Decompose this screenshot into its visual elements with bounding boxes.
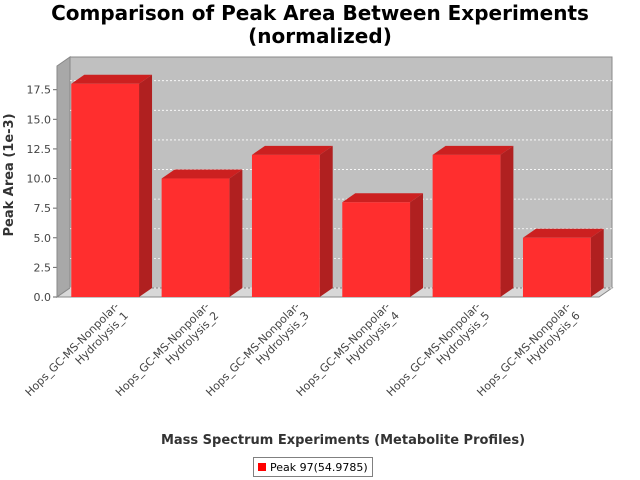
y-tick-label: 7.5 bbox=[34, 202, 52, 215]
chart-title-line-2: (normalized) bbox=[248, 24, 392, 48]
x-tick-label: Hops_GC-MS-Nonpolar-Hydrolysis_6 bbox=[474, 300, 582, 408]
x-tick-label-line: Hops_GC-MS-Nonpolar- bbox=[203, 300, 302, 399]
bar-side bbox=[139, 74, 153, 298]
bar bbox=[432, 145, 514, 297]
y-tick-label: 10.0 bbox=[27, 173, 52, 186]
bar bbox=[342, 193, 424, 297]
bar-top bbox=[71, 74, 153, 84]
bar-top bbox=[432, 145, 514, 155]
x-tick-label-line: Hops_GC-MS-Nonpolar- bbox=[113, 300, 212, 399]
legend-swatch bbox=[258, 463, 266, 471]
bar bbox=[161, 169, 243, 297]
bars bbox=[71, 74, 604, 298]
chart-title-line-1: Comparison of Peak Area Between Experime… bbox=[51, 1, 589, 25]
y-tick-label: 12.5 bbox=[27, 143, 52, 156]
legend-label: Peak 97(54.9785) bbox=[270, 460, 368, 474]
y-tick-label: 2.5 bbox=[34, 261, 52, 274]
y-axis-label: Peak Area (1e-3) bbox=[2, 113, 17, 236]
bar-top bbox=[251, 145, 333, 155]
x-axis-label: Mass Spectrum Experiments (Metabolite Pr… bbox=[161, 433, 525, 448]
y-tick-label: 0.0 bbox=[34, 291, 52, 304]
chart-title: Comparison of Peak Area Between Experime… bbox=[0, 2, 640, 48]
bar bbox=[522, 228, 604, 297]
x-axis: Hops_GC-MS-Nonpolar-Hydrolysis_1Hops_GC-… bbox=[23, 300, 583, 408]
bar-side bbox=[590, 228, 604, 297]
bar-side bbox=[500, 145, 514, 297]
legend: Peak 97(54.9785) bbox=[253, 457, 373, 477]
x-tick-label-line: Hops_GC-MS-Nonpolar- bbox=[384, 300, 483, 399]
bar-front bbox=[251, 154, 320, 297]
y-tick-label: 17.5 bbox=[27, 84, 52, 97]
bar-front bbox=[161, 178, 230, 297]
y-tick-label: 5.0 bbox=[34, 232, 52, 245]
bar bbox=[71, 74, 153, 298]
x-tick-label-line: Hops_GC-MS-Nonpolar- bbox=[294, 300, 393, 399]
bar-side bbox=[410, 193, 424, 297]
bar-top bbox=[522, 228, 604, 238]
bar bbox=[251, 145, 333, 297]
bar-front bbox=[342, 202, 411, 297]
bar-front bbox=[522, 237, 591, 297]
x-tick-label-line: Hops_GC-MS-Nonpolar- bbox=[474, 300, 573, 399]
bar-side bbox=[319, 145, 333, 297]
bar-top bbox=[342, 193, 424, 203]
bar-top bbox=[161, 169, 243, 179]
x-tick-label-line: Hops_GC-MS-Nonpolar- bbox=[23, 300, 122, 399]
y-axis: 0.0 2.5 5.0 7.5 10.0 12.5 15.0 17.5 bbox=[27, 66, 58, 304]
bar-front bbox=[71, 83, 140, 298]
bar-front bbox=[432, 154, 501, 297]
plot-left-wall bbox=[56, 56, 71, 298]
y-tick-label: 15.0 bbox=[27, 113, 52, 126]
bar-side bbox=[229, 169, 243, 297]
